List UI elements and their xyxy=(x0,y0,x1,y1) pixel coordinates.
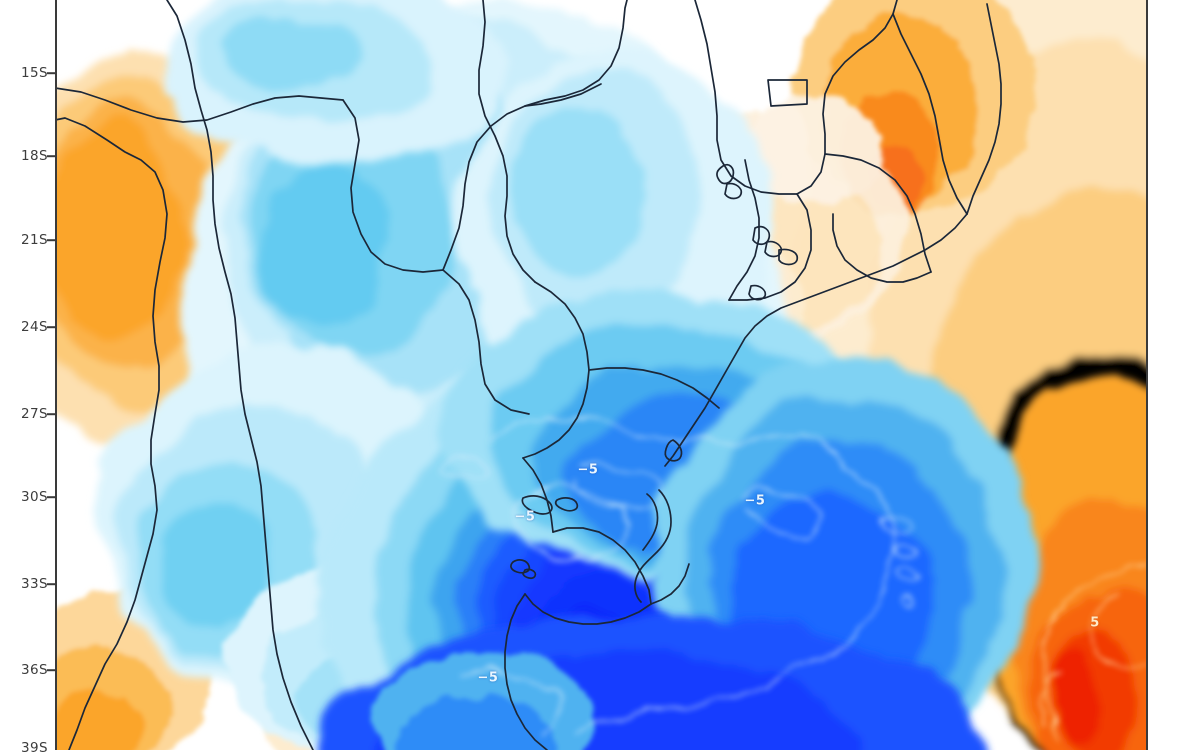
country-borders xyxy=(55,0,1002,750)
y-tick-label: 27S xyxy=(21,406,48,422)
contour-minus5 xyxy=(442,416,918,741)
contour-plus5 xyxy=(1042,559,1148,741)
contour-label: −5 xyxy=(477,670,499,686)
y-tick-label: 30S xyxy=(21,489,48,505)
y-tick-mark xyxy=(47,496,55,498)
y-tick-mark xyxy=(47,239,55,241)
y-tick-label: 39S xyxy=(21,740,48,756)
map-plot-area: −5 −5 −5 −5 5 xyxy=(55,0,1148,750)
y-tick-label: 18S xyxy=(21,148,48,164)
y-tick-label: 33S xyxy=(21,576,48,592)
y-tick-mark xyxy=(47,413,55,415)
contour-label: −5 xyxy=(577,462,599,478)
y-tick-mark xyxy=(47,669,55,671)
contour-label: −5 xyxy=(514,509,536,525)
y-tick-mark xyxy=(47,155,55,157)
y-tick-mark xyxy=(47,583,55,585)
contour-label: 5 xyxy=(1090,615,1100,631)
y-tick-label: 24S xyxy=(21,319,48,335)
y-tick-label: 36S xyxy=(21,662,48,678)
y-tick-mark xyxy=(47,326,55,328)
y-tick-label: 15S xyxy=(21,65,48,81)
anomaly-field xyxy=(55,0,1148,750)
contour-label: −5 xyxy=(744,493,766,509)
y-tick-label: 21S xyxy=(21,232,48,248)
y-tick-mark xyxy=(47,72,55,74)
